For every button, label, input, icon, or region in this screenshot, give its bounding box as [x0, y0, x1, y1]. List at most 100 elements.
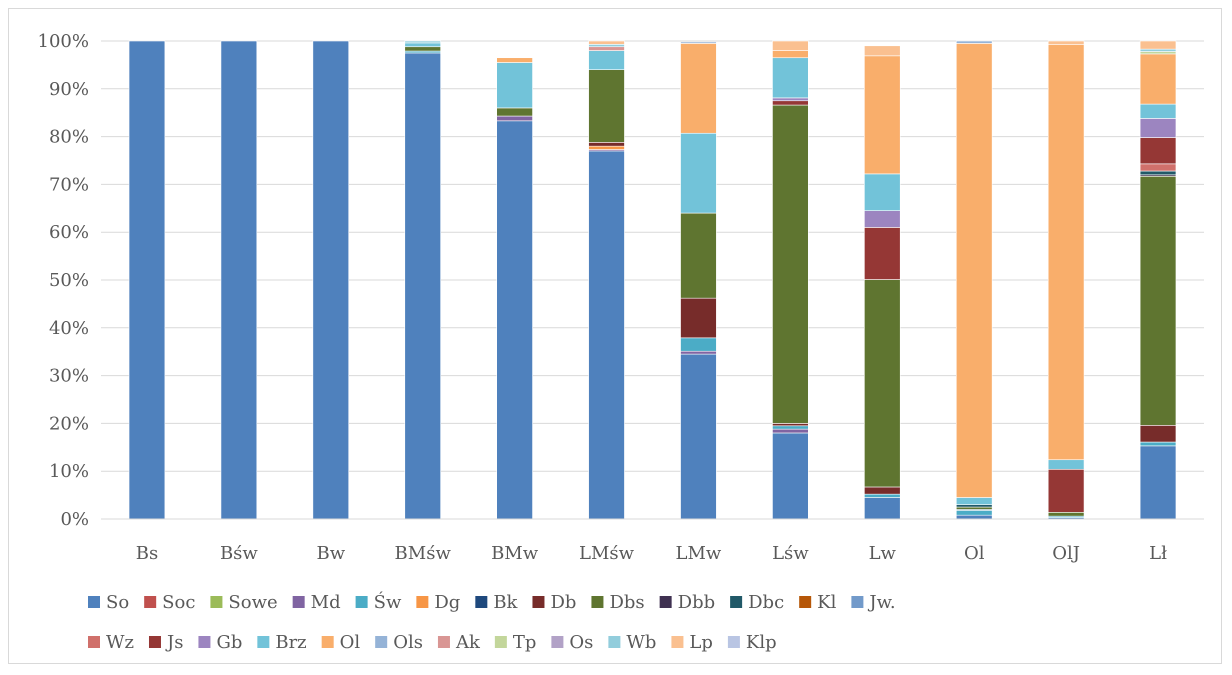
bar-segment-Lp-LMśw [588, 40, 625, 45]
bar-segment-Ol-OlJ [1047, 44, 1085, 461]
legend-item: Wb [608, 632, 656, 653]
legend-swatch [608, 636, 621, 648]
y-tick-label: 20% [49, 413, 89, 434]
legend-item: Sowe [210, 592, 278, 613]
legend-item: Dbc [730, 592, 784, 613]
y-tick-label: 10% [49, 461, 89, 482]
legend-swatch [494, 636, 507, 648]
bar-segment-Brz-LMw [680, 132, 717, 214]
x-tick-label: Bw [316, 543, 345, 564]
bar-segment-Md-BMw [496, 115, 533, 122]
bar-segment-Ol-Ol [955, 43, 993, 498]
bar-segment-Św-LMw [680, 337, 717, 352]
bar-segment-So-BMśw [404, 52, 441, 520]
legend-swatch [551, 636, 564, 648]
legend-swatch [730, 596, 743, 608]
bar-segment-Brz-Lśw [772, 57, 809, 99]
legend-swatch [355, 596, 368, 608]
bar-segment-Wb-BMśw [404, 40, 441, 44]
bar-segment-Lp-Lśw [772, 40, 809, 51]
legend-swatch [591, 596, 604, 608]
bar-segment-Dbs-Ol [955, 506, 993, 510]
legend-label: Klp [746, 632, 777, 653]
stacked-bar-chart: 0%10%20%30%40%50%60%70%80%90%100% Bs Bśw B… [38, 31, 1204, 653]
bar-segment-Dbs-BMśw [404, 46, 441, 52]
bar-segment-Js-Lśw [772, 100, 809, 106]
legend-swatch [851, 596, 864, 608]
legend-label: Dbb [678, 592, 715, 613]
legend-item: Jw. [851, 592, 896, 613]
legend-swatch [257, 636, 270, 648]
legend-label: Bk [493, 592, 518, 613]
x-tick-label: Bśw [220, 543, 258, 564]
y-tick-label: 40% [49, 318, 89, 339]
legend-label: Ols [393, 632, 423, 653]
legend-label: Os [569, 632, 593, 653]
legend-item: Ol [321, 632, 360, 653]
legend-label: Św [374, 590, 402, 613]
x-tick-label: LMśw [579, 543, 635, 564]
bar-segment-Js-Lł [1139, 137, 1177, 165]
x-tick-label: Bs [136, 543, 158, 564]
bar-segment-Wb-LMśw [588, 44, 625, 48]
legend: So Soc Sowe Md Św Dg Bk Db Dbs Dbb Dbc Kl Jw. Wz Js Gb B… [88, 590, 896, 653]
legend-label: Js [165, 632, 183, 653]
bar-segment-Dbs-OlJ [1047, 512, 1085, 517]
legend-swatch [375, 636, 388, 648]
bar-segment-Brz-BMśw [404, 42, 441, 48]
legend-label: Dg [434, 592, 460, 613]
bar-segment-Dbs-BMw [496, 107, 533, 117]
bar-segment-Lp-Lw [864, 45, 901, 57]
legend-item: Lp [671, 632, 713, 653]
legend-item: Db [532, 592, 576, 613]
bar-segment-Ols-LMw [680, 41, 717, 44]
legend-label: Md [311, 592, 341, 613]
legend-label: Sowe [228, 592, 277, 613]
legend-item: Brz [257, 632, 307, 653]
x-tick-label: Ol [964, 543, 985, 564]
x-tick-label: LMw [676, 543, 722, 564]
x-tick-label: BMw [491, 543, 539, 564]
legend-swatch [148, 636, 161, 648]
bar-segment-So-Lł [1139, 445, 1177, 520]
bar-segment-So-LMw [680, 353, 717, 520]
bar-segment-Gb-Lł [1139, 118, 1177, 138]
legend-label: Dbc [748, 592, 784, 613]
legend-label: Brz [275, 632, 306, 653]
legend-swatch [88, 596, 100, 608]
legend-item: Tp [494, 632, 536, 653]
y-tick-label: 70% [49, 174, 89, 195]
x-tick-label: Lśw [772, 543, 809, 564]
bar-segment-Dbc-Lł [1139, 170, 1177, 176]
legend-swatch [475, 596, 488, 608]
legend-label: Wz [106, 632, 134, 653]
legend-swatch [727, 636, 740, 648]
bar-segment-So-Lśw [772, 432, 809, 520]
legend-label: Db [550, 592, 576, 613]
bar-segment-Ol-Lł [1139, 53, 1177, 105]
bar-segment-So-Bs [128, 40, 166, 520]
legend-swatch [671, 636, 684, 648]
legend-label: Jw. [867, 592, 895, 613]
legend-item: Gb [198, 632, 242, 653]
bar-segment-Db-LMśw [588, 142, 625, 147]
legend-label: Soc [162, 592, 195, 613]
bar-segment-So-LMśw [588, 150, 625, 520]
bar-segment-Wb-Lł [1139, 48, 1177, 52]
bar-segment-Św-Lśw [772, 425, 809, 430]
bar-segment-Gb-Lw [864, 210, 901, 228]
legend-item: Soc [144, 592, 195, 613]
legend-swatch [198, 636, 211, 648]
legend-item: Dbs [591, 592, 645, 613]
x-tick-label: BMśw [395, 543, 452, 564]
y-tick-label: 80% [49, 127, 89, 148]
legend-swatch [799, 596, 812, 608]
legend-item: Ak [437, 632, 481, 653]
bar-segment-Brz-Lł [1139, 103, 1177, 119]
gridlines [101, 40, 1204, 472]
bar-segment-Dbs-LMw [680, 212, 717, 299]
legend-swatch [437, 636, 450, 648]
bar-segment-So-Bśw [220, 40, 258, 520]
bar-segment-Dbs-Lł [1139, 175, 1177, 426]
bar-segment-Db-Lł [1139, 425, 1177, 443]
